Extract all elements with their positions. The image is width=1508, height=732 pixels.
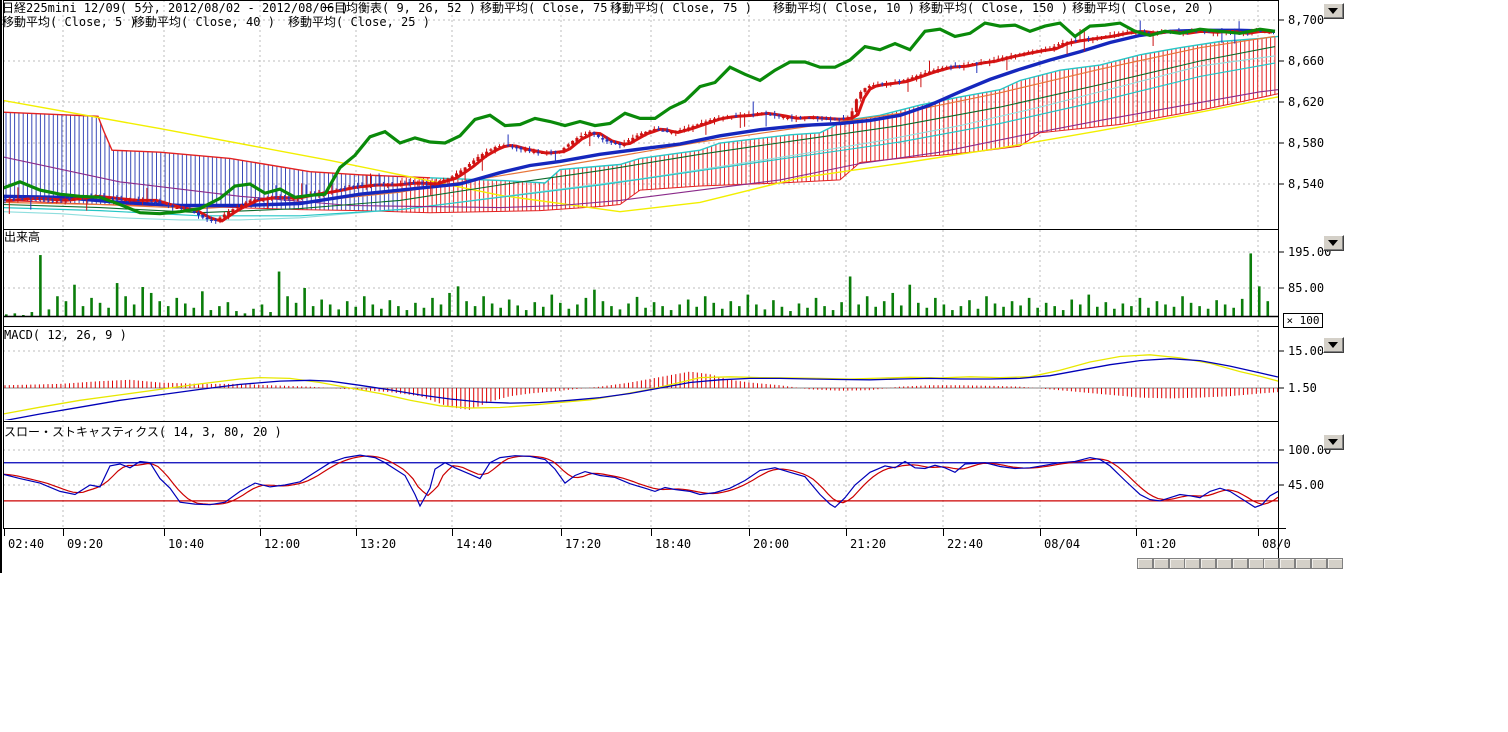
stochastics-series (3, 454, 1278, 509)
chart-title-segment: 一目均衡表( 9, 26, 52 ) (322, 1, 476, 15)
time-axis-tick-label: 08/04 (1044, 537, 1081, 551)
scale-dropdown-button[interactable] (1323, 235, 1344, 251)
time-axis-tick-label: 02:40 (8, 537, 45, 551)
indicator-label-segment: 移動平均( Close, 40 ) (133, 15, 275, 29)
mini-toolbar-button[interactable] (1247, 558, 1264, 569)
time-axis-tick-label: 18:40 (655, 537, 692, 551)
chevron-down-icon (1328, 439, 1338, 445)
window-left-border (0, 0, 2, 573)
volume-bars (5, 253, 1270, 316)
mini-toolbar-button[interactable] (1310, 558, 1327, 569)
time-axis-tick-label: 20:00 (753, 537, 790, 551)
mini-toolbar-button[interactable] (1137, 558, 1153, 569)
indicator-label-segment: 移動平均( Close, 25 ) (288, 15, 430, 29)
scale-dropdown-button[interactable] (1323, 337, 1344, 353)
ma-cyan2 (3, 55, 1276, 221)
volume-panel-label: 出来高 (4, 230, 41, 244)
macd-signal-line (3, 354, 1278, 415)
chart-header-line1: 日経225mini 12/09( 5分, 2012/08/02 - 2012/0… (0, 2, 1345, 15)
price-axis-label: 8,700 (1288, 13, 1325, 27)
time-axis-tick-label: 12:00 (264, 537, 301, 551)
mini-toolbar-button[interactable] (1279, 558, 1296, 569)
chart-title-segment: 移動平均( Close, 75 ) (610, 1, 752, 15)
volume-axis-label: 195.00 (1288, 245, 1332, 259)
macd-panel-label: MACD( 12, 26, 9 ) (4, 328, 127, 342)
ma-cyan (3, 62, 1276, 217)
mini-toolbar-button[interactable] (1200, 558, 1217, 569)
time-axis-tick-label: 09:20 (67, 537, 104, 551)
mini-toolbar-button[interactable] (1326, 558, 1343, 569)
grid-lines (3, 0, 1278, 528)
chart-title-segment: 移動平均( Close, 20 ) (1072, 1, 1214, 15)
time-axis-tick-label: 01:20 (1140, 537, 1177, 551)
price-axis-label: 8,620 (1288, 95, 1325, 109)
stoch-axis-label: 45.00 (1288, 478, 1325, 492)
volume-axis-label: 85.00 (1288, 281, 1325, 295)
price-axis-label: 8,580 (1288, 136, 1325, 150)
bullish_cloud_red-top (429, 35, 1278, 184)
price-axis-label: 8,540 (1288, 177, 1325, 191)
time-axis-tick-label: 14:40 (456, 537, 493, 551)
price-axis-label: 8,660 (1288, 54, 1325, 68)
time-axis-tick-label: 08/0 (1262, 537, 1291, 551)
macd-axis-label: 1.50 (1288, 381, 1317, 395)
chart-title-segment: 日経225mini 12/09( 5分, 2012/08/02 - 2012/0… (2, 1, 349, 15)
mini-toolbar-button[interactable] (1152, 558, 1169, 569)
volume-multiplier-badge: × 100 (1283, 313, 1323, 328)
time-axis-tick-label: 13:20 (360, 537, 397, 551)
moving-average-lines (3, 28, 1278, 223)
chart-title-segment: 移動平均( Close, 75 ) (480, 1, 622, 15)
scale-dropdown-button[interactable] (1323, 3, 1344, 19)
chart-title-segment: 移動平均( Close, 150 ) (919, 1, 1069, 15)
bearish_cloud_blue-top (3, 111, 431, 179)
candlestick-series (3, 20, 1275, 224)
mini-toolbar-button[interactable] (1295, 558, 1311, 569)
chevron-down-icon (1328, 342, 1338, 348)
scale-dropdown-button[interactable] (1323, 434, 1344, 450)
stochastics-panel-label: スロー・ストキャスティクス( 14, 3, 80, 20 ) (4, 425, 282, 439)
chart-canvas (3, 0, 1286, 560)
chevron-down-icon (1328, 240, 1338, 246)
ma-red-thick (6, 29, 1273, 223)
mini-toolbar-button[interactable] (1184, 558, 1201, 569)
stoch-axis-label: 100.00 (1288, 443, 1332, 457)
mini-toolbar-button[interactable] (1168, 558, 1185, 569)
macd-panel-series (3, 354, 1278, 420)
panel-frames (3, 0, 1286, 560)
macd-axis-label: 15.00 (1288, 344, 1325, 358)
time-axis-tick-label: 17:20 (565, 537, 602, 551)
ma-green-thick-layer (3, 21, 1276, 216)
indicator-label-segment: 移動平均( Close, 5 ) (2, 15, 137, 29)
chart-header-line2: 移動平均( Close, 5 ) 移動平均( Close, 40 ) 移動平均( C… (0, 16, 1345, 29)
stoch-percent-k (3, 454, 1278, 509)
time-axis-tick-label: 21:20 (850, 537, 887, 551)
mini-toolbar-button[interactable] (1231, 558, 1248, 569)
ma-orange (3, 35, 1276, 210)
macd-line (4, 358, 1278, 420)
ichimoku-clouds (3, 35, 1278, 214)
mini-toolbar-button[interactable] (1216, 558, 1232, 569)
chart-title-segment: 移動平均( Close, 10 ) (773, 1, 915, 15)
time-axis-tick-label: 22:40 (947, 537, 984, 551)
time-axis-tick-label: 10:40 (168, 537, 205, 551)
ma-yellow (3, 96, 1278, 213)
ma-blue-thick (3, 28, 1276, 208)
ichimoku-purple (3, 89, 1278, 209)
chevron-down-icon (1328, 8, 1338, 14)
mini-toolbar-button[interactable] (1263, 558, 1280, 569)
ma-green-thick (3, 21, 1276, 216)
bullish_cloud_red-bottom (429, 93, 1278, 214)
ma-dark-green (3, 46, 1276, 214)
